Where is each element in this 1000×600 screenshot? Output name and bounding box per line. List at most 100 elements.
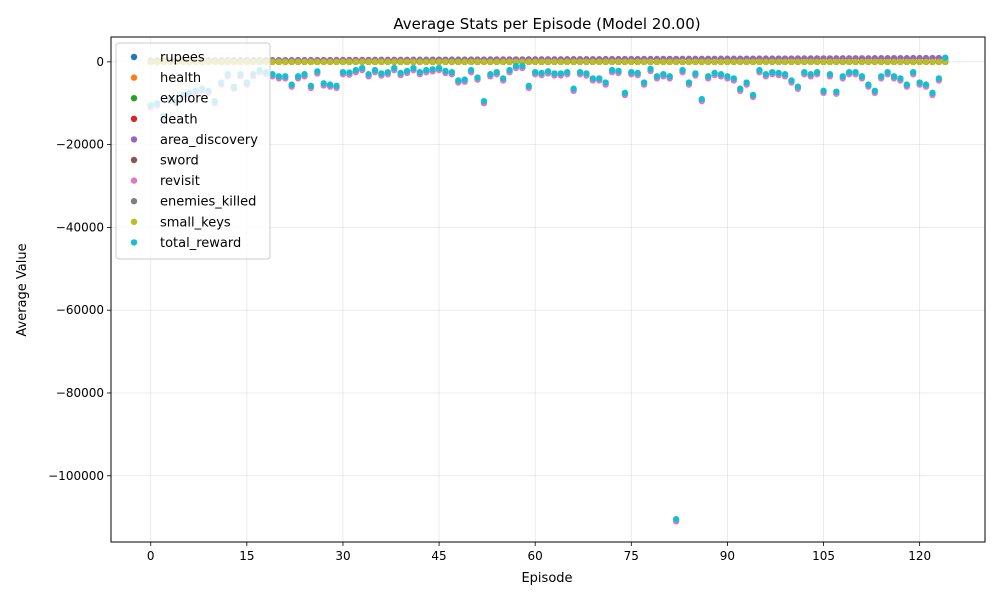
point-total-reward <box>455 77 462 84</box>
point-total-reward <box>826 71 834 78</box>
x-tick-label: 15 <box>239 549 254 563</box>
point-total-reward <box>647 65 654 73</box>
legend-label: sword <box>160 154 199 169</box>
point-total-reward <box>929 89 936 97</box>
point-small-keys <box>576 58 584 66</box>
point-small-keys <box>711 58 718 66</box>
point-total-reward <box>519 62 526 70</box>
point-total-reward <box>756 66 763 74</box>
point-small-keys <box>365 58 372 66</box>
point-small-keys <box>852 58 859 66</box>
point-total-reward <box>384 68 392 76</box>
point-small-keys <box>288 58 295 66</box>
point-small-keys <box>679 58 686 66</box>
point-small-keys <box>320 58 327 66</box>
point-small-keys <box>916 58 923 66</box>
point-total-reward <box>423 66 430 74</box>
point-small-keys <box>378 58 385 66</box>
point-total-reward <box>288 81 295 88</box>
point-total-reward <box>596 75 603 82</box>
legend: rupees health explore death area_discoverysw… <box>115 42 271 260</box>
point-total-reward <box>564 68 571 76</box>
point-small-keys <box>634 58 641 66</box>
point-small-keys <box>608 58 616 66</box>
point-total-reward <box>737 85 744 92</box>
point-small-keys <box>333 58 340 66</box>
point-total-reward <box>820 87 827 95</box>
legend-label: enemies_killed <box>160 195 256 210</box>
point-total-reward <box>794 83 802 90</box>
point-total-reward <box>903 81 911 88</box>
legend-marker <box>130 198 138 205</box>
point-small-keys <box>352 58 359 66</box>
point-total-reward <box>448 68 456 76</box>
point-small-keys <box>640 58 648 66</box>
point-total-reward <box>352 66 359 74</box>
point-total-reward <box>717 71 725 78</box>
y-axis-ticks: 0 −20000 −40000 −60000 −80000 −100000 <box>48 55 111 483</box>
x-tick-label: 30 <box>335 549 350 563</box>
x-tick-label: 60 <box>528 549 543 563</box>
point-small-keys <box>769 58 776 66</box>
x-axis-label: Episode <box>521 571 572 586</box>
point-small-keys <box>487 58 494 66</box>
point-total-reward <box>589 75 597 82</box>
point-total-reward <box>583 70 590 77</box>
point-total-reward <box>922 81 930 88</box>
legend-label: death <box>160 112 198 127</box>
legend-marker <box>130 95 138 102</box>
point-total-reward <box>531 68 539 76</box>
point-small-keys <box>897 58 904 66</box>
point-total-reward <box>749 91 757 99</box>
point-small-keys <box>282 58 289 66</box>
point-total-reward <box>544 68 552 75</box>
legend-marker <box>130 239 138 246</box>
y-tick-label: −60000 <box>56 303 104 317</box>
point-small-keys <box>775 58 782 66</box>
legend-marker <box>130 136 138 143</box>
point-total-reward <box>692 70 699 77</box>
point-total-reward <box>698 95 705 103</box>
point-total-reward <box>282 73 289 80</box>
point-small-keys <box>672 58 680 66</box>
point-small-keys <box>807 58 814 66</box>
point-small-keys <box>326 58 334 66</box>
point-small-keys <box>628 58 635 66</box>
point-total-reward <box>339 68 347 76</box>
point-total-reward <box>275 73 283 80</box>
point-total-reward <box>871 87 878 95</box>
point-small-keys <box>544 58 552 66</box>
point-small-keys <box>493 58 500 66</box>
point-small-keys <box>423 58 430 66</box>
point-small-keys <box>307 58 315 66</box>
point-total-reward <box>480 97 488 105</box>
point-total-reward <box>788 77 795 84</box>
point-small-keys <box>788 58 795 66</box>
point-total-reward <box>730 75 738 82</box>
point-small-keys <box>410 58 417 66</box>
point-total-reward <box>576 68 584 76</box>
point-small-keys <box>890 58 898 66</box>
point-small-keys <box>698 58 705 66</box>
point-small-keys <box>865 58 872 66</box>
point-total-reward <box>410 64 417 72</box>
y-tick-label: −40000 <box>56 220 104 234</box>
point-small-keys <box>877 58 885 66</box>
point-total-reward <box>801 68 808 76</box>
point-total-reward <box>346 69 353 76</box>
point-small-keys <box>275 58 283 66</box>
point-small-keys <box>435 58 443 66</box>
point-small-keys <box>794 58 802 66</box>
point-total-reward <box>877 73 885 80</box>
point-small-keys <box>531 58 539 66</box>
legend-marker <box>130 218 138 225</box>
point-small-keys <box>506 58 513 66</box>
point-total-reward <box>314 68 321 75</box>
point-total-reward <box>461 76 468 83</box>
y-tick-label: −80000 <box>56 386 104 400</box>
x-tick-label: 105 <box>812 549 835 563</box>
point-total-reward <box>320 80 327 87</box>
point-total-reward <box>551 70 558 77</box>
point-total-reward <box>634 69 641 77</box>
point-small-keys <box>397 58 404 66</box>
